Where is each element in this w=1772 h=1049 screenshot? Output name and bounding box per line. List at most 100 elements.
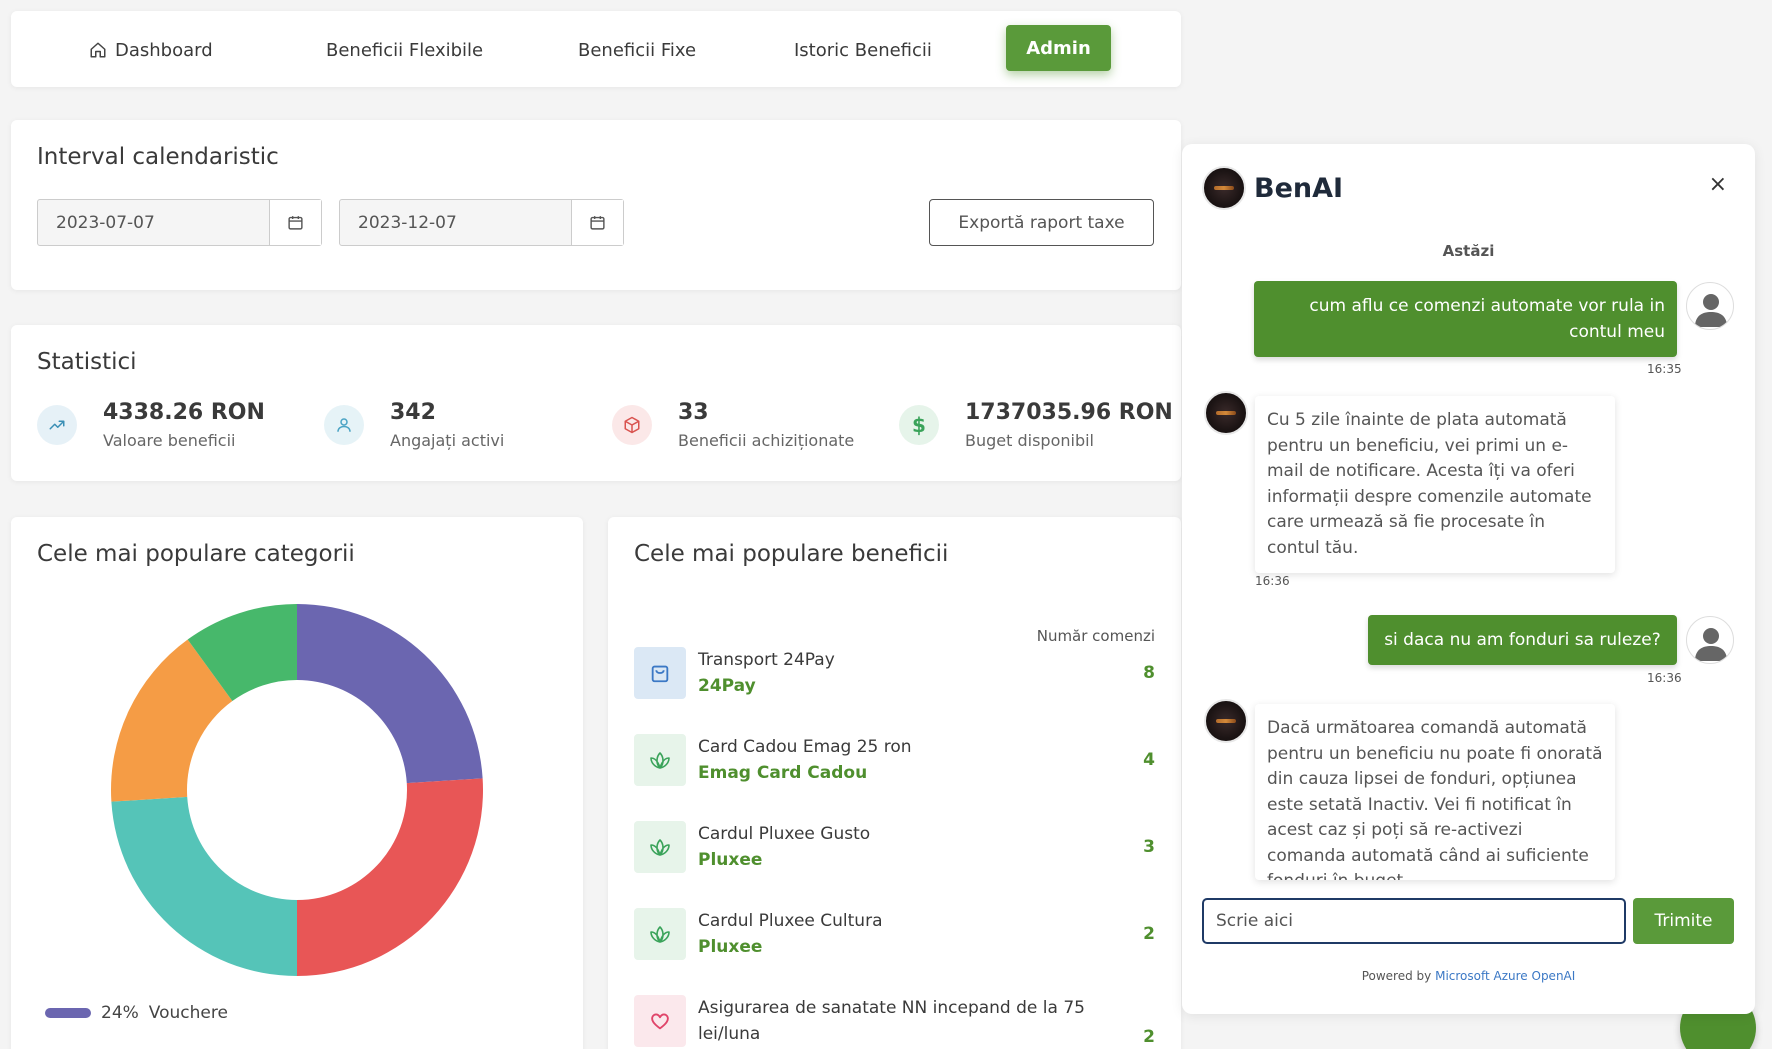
bot-avatar — [1202, 166, 1246, 210]
legend-percent: 24% — [101, 1003, 139, 1023]
benefit-order-count: 3 — [1143, 837, 1155, 857]
shopping-bag-icon — [634, 647, 686, 699]
benefit-row[interactable]: Asigurarea de sanatate NN incepand de la… — [634, 991, 1155, 1049]
benefit-provider: Pluxee — [698, 937, 763, 957]
chat-header: BenAI — [1202, 166, 1343, 210]
benefit-order-count: 4 — [1143, 750, 1155, 770]
azure-openai-link[interactable]: Microsoft Azure OpenAI — [1435, 969, 1576, 983]
lotus-icon — [634, 908, 686, 960]
nav-admin-button[interactable]: Admin — [1006, 25, 1111, 71]
benefit-name: Cardul Pluxee Cultura — [698, 911, 883, 931]
categories-title: Cele mai populare categorii — [37, 541, 355, 567]
bot-avatar — [1204, 699, 1248, 743]
nav-beneficii-fixe-label: Beneficii Fixe — [578, 39, 697, 61]
benefit-row[interactable]: Cardul Pluxee Gusto Pluxee 3 — [634, 817, 1155, 877]
start-date-field[interactable]: 2023-07-07 — [37, 199, 322, 246]
donut-slice-1[interactable] — [297, 604, 483, 784]
benefit-name: Transport 24Pay — [698, 650, 835, 670]
benefit-order-count: 2 — [1143, 924, 1155, 944]
message-time: 16:36 — [1255, 574, 1290, 588]
stat-available-budget: $ 1737035.96 RON Buget disponibil — [899, 400, 1173, 450]
nav-istoric-beneficii[interactable]: Istoric Beneficii — [794, 35, 932, 65]
statistics-card: Statistici 4338.26 RON Valoare beneficii… — [11, 325, 1181, 481]
lotus-icon — [634, 821, 686, 873]
stat-label: Valoare beneficii — [103, 431, 236, 450]
user-message: si daca nu am fonduri sa ruleze? — [1368, 615, 1677, 665]
user-message: cum aflu ce comenzi automate vor rula in… — [1254, 281, 1677, 357]
stat-active-employees: 342 Angajați activi — [324, 400, 504, 450]
donut-slice-3[interactable] — [111, 796, 297, 976]
benefit-order-count: 8 — [1143, 663, 1155, 683]
statistics-title: Statistici — [37, 349, 137, 375]
calendar-icon — [590, 216, 605, 230]
start-date-picker-button[interactable] — [269, 200, 321, 245]
bot-avatar — [1204, 391, 1248, 435]
end-date-value: 2023-12-07 — [358, 212, 457, 233]
message-time: 16:35 — [1647, 362, 1682, 376]
send-button[interactable]: Trimite — [1633, 898, 1734, 944]
categories-donut-chart — [111, 604, 483, 976]
user-icon — [324, 405, 364, 445]
benefit-name: Card Cadou Emag 25 ron — [698, 737, 912, 757]
bot-message: Dacă următoarea comandă automată pentru … — [1255, 704, 1615, 880]
powered-by-footer: Powered by Microsoft Azure OpenAI — [1182, 969, 1755, 983]
benefit-provider: Pluxee — [698, 850, 763, 870]
legend-swatch — [45, 1008, 91, 1018]
interval-title: Interval calendaristic — [37, 144, 279, 170]
dollar-icon: $ — [899, 405, 939, 445]
lotus-icon — [634, 734, 686, 786]
benefit-provider: Emag Card Cadou — [698, 763, 868, 783]
start-date-value: 2023-07-07 — [56, 212, 155, 233]
chat-date-label: Astăzi — [1442, 242, 1495, 260]
user-avatar — [1686, 616, 1734, 664]
calendar-icon — [288, 216, 303, 230]
benefit-provider: 24Pay — [698, 676, 756, 696]
chat-panel: BenAI × Astăzi cum aflu ce comenzi autom… — [1182, 144, 1755, 1014]
nav-beneficii-fixe[interactable]: Beneficii Fixe — [578, 35, 696, 65]
chat-title: BenAI — [1254, 172, 1344, 204]
nav-dashboard-label: Dashboard — [115, 39, 213, 61]
nav-beneficii-flexibile-label: Beneficii Flexibile — [326, 39, 484, 61]
chat-message-input[interactable] — [1202, 898, 1626, 944]
box-icon — [612, 405, 652, 445]
message-time: 16:36 — [1647, 671, 1682, 685]
stat-benefits-purchased: 33 Beneficii achiziționate — [612, 400, 854, 450]
bot-message: Cu 5 zile înainte de plata automată pent… — [1255, 396, 1615, 573]
stat-benefit-value: 4338.26 RON Valoare beneficii — [37, 400, 265, 450]
popular-benefits-card: Cele mai populare beneficii Număr comenz… — [608, 517, 1181, 1049]
export-tax-report-button[interactable]: Exportă raport taxe — [929, 199, 1154, 246]
donut-slice-5[interactable] — [187, 604, 297, 702]
stat-value: 4338.26 RON — [103, 400, 265, 425]
donut-slice-4[interactable] — [111, 639, 233, 802]
user-avatar — [1686, 282, 1734, 330]
benefits-title: Cele mai populare beneficii — [634, 541, 949, 567]
home-icon — [90, 42, 106, 58]
stat-label: Buget disponibil — [965, 431, 1094, 450]
legend-label: Vouchere — [148, 1003, 228, 1023]
stat-value: 1737035.96 RON — [965, 400, 1173, 425]
top-navigation: Dashboard Beneficii Flexibile Beneficii … — [11, 11, 1181, 87]
close-icon[interactable]: × — [1708, 172, 1727, 197]
powered-by-prefix: Powered by — [1361, 969, 1432, 983]
stat-label: Angajați activi — [390, 431, 505, 450]
stat-label: Beneficii achiziționate — [678, 431, 855, 450]
benefit-order-count: 2 — [1143, 1027, 1155, 1047]
benefit-row[interactable]: Transport 24Pay 24Pay 8 — [634, 643, 1155, 703]
benefit-name: Cardul Pluxee Gusto — [698, 824, 871, 844]
chart-legend: 24% Vouchere — [45, 1003, 228, 1023]
end-date-field[interactable]: 2023-12-07 — [339, 199, 624, 246]
benefit-row[interactable]: Card Cadou Emag 25 ron Emag Card Cadou 4 — [634, 730, 1155, 790]
date-interval-card: Interval calendaristic 2023-07-07 2023-1… — [11, 120, 1181, 290]
benefit-row[interactable]: Cardul Pluxee Cultura Pluxee 2 — [634, 904, 1155, 964]
popular-categories-card: Cele mai populare categorii 24% Vouchere — [11, 517, 583, 1049]
nav-beneficii-flexibile[interactable]: Beneficii Flexibile — [326, 35, 483, 65]
nav-istoric-beneficii-label: Istoric Beneficii — [794, 39, 932, 61]
donut-slice-2[interactable] — [297, 778, 483, 976]
stat-value: 342 — [390, 400, 436, 425]
heart-icon — [634, 995, 686, 1047]
end-date-picker-button[interactable] — [571, 200, 623, 245]
trending-up-icon — [37, 405, 77, 445]
benefit-name: Asigurarea de sanatate NN incepand de la… — [698, 998, 1085, 1044]
nav-dashboard[interactable]: Dashboard — [89, 35, 213, 65]
orders-count-header: Număr comenzi — [1036, 627, 1155, 645]
